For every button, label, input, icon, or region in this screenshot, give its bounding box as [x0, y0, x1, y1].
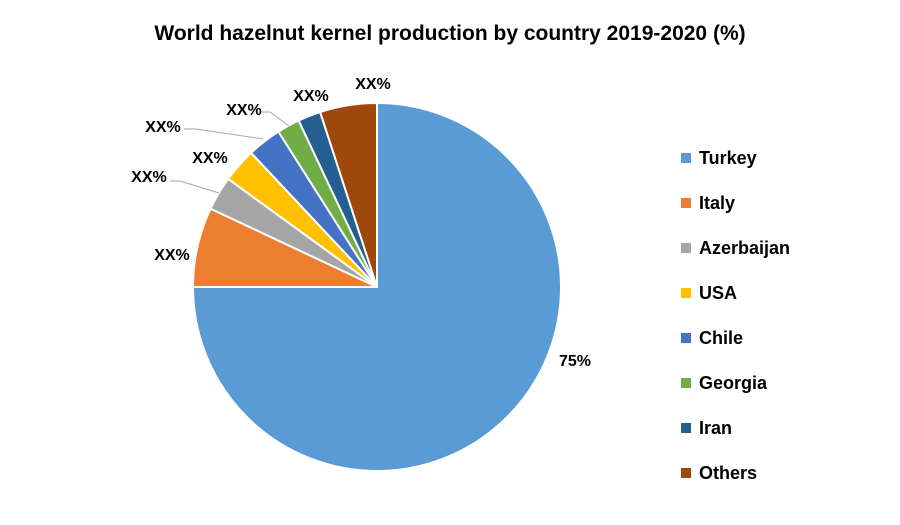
data-label-turkey: 75%: [559, 353, 591, 370]
slice-others: [318, 101, 378, 288]
legend-label-turkey: Turkey: [699, 148, 757, 168]
legend: Turkey Italy Azerbaijan USA Chile Georgia Iran…: [681, 148, 790, 483]
data-label-azerbaijan: XX%: [131, 169, 167, 186]
data-label-italy: XX%: [154, 247, 190, 264]
leader-line-chile: [184, 128, 264, 140]
slice-turkey: [191, 101, 562, 472]
chart-title: World hazelnut kernel production by coun…: [154, 22, 745, 45]
legend-label-azerbaijan: Azerbaijan: [699, 238, 790, 258]
leader-lines: [170, 111, 290, 194]
data-labels: 75% XX% XX% XX% XX% XX% XX% XX%: [131, 76, 591, 370]
legend-swatch-georgia: [681, 378, 691, 388]
data-label-usa: XX%: [192, 150, 228, 167]
data-label-chile: XX%: [145, 119, 181, 136]
leader-line-georgia: [262, 111, 290, 127]
legend-swatch-others: [681, 468, 691, 478]
legend-label-italy: Italy: [699, 193, 735, 213]
pie-slices: [191, 101, 562, 472]
legend-label-georgia: Georgia: [699, 373, 768, 393]
legend-swatch-turkey: [681, 153, 691, 163]
legend-label-others: Others: [699, 463, 757, 483]
legend-swatch-usa: [681, 288, 691, 298]
data-label-others: XX%: [355, 76, 391, 93]
data-label-georgia: XX%: [226, 102, 262, 119]
legend-swatch-iran: [681, 423, 691, 433]
legend-label-chile: Chile: [699, 328, 743, 348]
legend-label-iran: Iran: [699, 418, 732, 438]
legend-label-usa: USA: [699, 283, 737, 303]
data-label-iran: XX%: [293, 88, 329, 105]
legend-swatch-chile: [681, 333, 691, 343]
leader-line-azerbaijan: [170, 180, 220, 194]
legend-swatch-italy: [681, 198, 691, 208]
legend-swatch-azerbaijan: [681, 243, 691, 253]
